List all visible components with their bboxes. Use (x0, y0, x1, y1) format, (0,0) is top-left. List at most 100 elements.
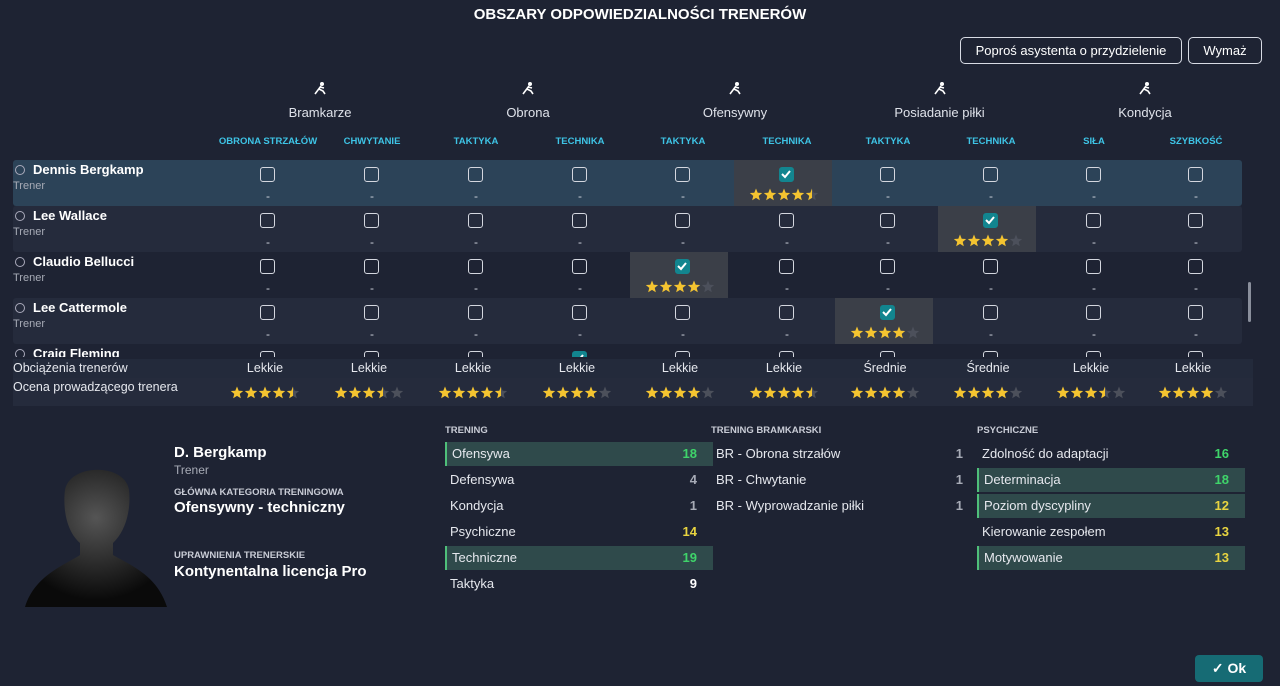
group-icon (728, 81, 742, 95)
checkbox[interactable] (364, 351, 379, 357)
checkbox[interactable] (260, 305, 275, 320)
coach-row[interactable] (13, 252, 1242, 298)
star (981, 234, 995, 247)
star (1056, 386, 1070, 399)
attribute-name: BR - Wyprowadzanie piłki (716, 498, 864, 513)
checkbox[interactable] (880, 305, 895, 320)
attribute-value: 14 (682, 524, 697, 539)
checkbox[interactable] (779, 167, 794, 182)
star (584, 386, 598, 399)
attribute-value: 1 (955, 446, 963, 461)
checkbox[interactable] (675, 213, 690, 228)
checkbox[interactable] (468, 213, 483, 228)
checkbox[interactable] (1086, 213, 1101, 228)
checkbox[interactable] (260, 213, 275, 228)
attribute-value: 16 (1214, 446, 1229, 461)
coach-row[interactable] (13, 344, 1242, 357)
checkbox[interactable] (572, 167, 587, 182)
checkbox[interactable] (1188, 213, 1203, 228)
checkbox[interactable] (675, 167, 690, 182)
checkbox[interactable] (572, 259, 587, 274)
checkbox[interactable] (675, 305, 690, 320)
ok-button[interactable]: ✓ Ok (1195, 655, 1263, 682)
coach-name: Claudio Bellucci (33, 254, 135, 269)
section-title: TRENING (445, 425, 488, 436)
checkbox[interactable] (1086, 167, 1101, 182)
star (556, 386, 570, 399)
license-label: UPRAWNIENIA TRENERSKIE (174, 550, 306, 561)
checkbox[interactable] (1188, 259, 1203, 274)
star (645, 386, 659, 399)
coach-icon (15, 257, 25, 267)
checkbox[interactable] (779, 213, 794, 228)
attribute-row: Taktyka 9 (445, 572, 713, 596)
checkbox[interactable] (779, 351, 794, 357)
star-rating (850, 386, 920, 399)
star-rating (334, 386, 404, 399)
empty-mark: - (886, 189, 890, 203)
star (1158, 386, 1172, 399)
checkbox[interactable] (880, 259, 895, 274)
star (878, 326, 892, 339)
checkbox[interactable] (880, 351, 895, 357)
star (1172, 386, 1186, 399)
checkbox[interactable] (1086, 351, 1101, 357)
checkbox[interactable] (468, 351, 483, 357)
checkbox[interactable] (1086, 259, 1101, 274)
checkbox[interactable] (572, 351, 587, 357)
star (1009, 234, 1023, 247)
attribute-name: Motywowanie (984, 550, 1063, 565)
checkbox[interactable] (572, 213, 587, 228)
attribute-row: Zdolność do adaptacji 16 (977, 442, 1245, 466)
assign-button[interactable]: Poproś asystenta o przydzielenie (960, 37, 1182, 64)
checkbox[interactable] (880, 167, 895, 182)
scrollbar[interactable] (1248, 282, 1251, 322)
avatar (25, 469, 167, 607)
checkbox[interactable] (260, 167, 275, 182)
checkbox[interactable] (983, 305, 998, 320)
checkbox[interactable] (779, 259, 794, 274)
checkbox[interactable] (364, 167, 379, 182)
checkbox[interactable] (260, 351, 275, 357)
checkbox[interactable] (468, 305, 483, 320)
checkbox[interactable] (983, 167, 998, 182)
checkbox[interactable] (880, 213, 895, 228)
checkbox[interactable] (1188, 351, 1203, 357)
star (362, 386, 376, 399)
attribute-name: BR - Obrona strzałów (716, 446, 841, 461)
star (673, 280, 687, 293)
checkbox[interactable] (983, 213, 998, 228)
attribute-value: 9 (689, 576, 697, 591)
coach-row[interactable] (13, 206, 1242, 252)
column-header: TAKTYKA (660, 136, 706, 147)
checkbox[interactable] (1086, 305, 1101, 320)
star-rating (230, 386, 300, 399)
empty-mark: - (886, 235, 890, 249)
coach-row[interactable] (13, 160, 1242, 206)
checkbox[interactable] (364, 305, 379, 320)
checkbox[interactable] (675, 351, 690, 357)
rating-row (13, 378, 1253, 406)
checkbox[interactable] (675, 259, 690, 274)
checkbox[interactable] (572, 305, 587, 320)
star (687, 386, 701, 399)
checkbox[interactable] (364, 213, 379, 228)
star-rating (645, 386, 715, 399)
checkbox[interactable] (364, 259, 379, 274)
star (598, 386, 612, 399)
checkbox[interactable] (1188, 167, 1203, 182)
checkbox[interactable] (260, 259, 275, 274)
checkbox[interactable] (1188, 305, 1203, 320)
checkbox[interactable] (983, 259, 998, 274)
star (1098, 386, 1112, 399)
checkbox[interactable] (468, 167, 483, 182)
attribute-row: Psychiczne 14 (445, 520, 713, 544)
checkbox[interactable] (779, 305, 794, 320)
group-header: Kondycja (1118, 105, 1172, 120)
checkbox[interactable] (468, 259, 483, 274)
checkbox[interactable] (983, 351, 998, 357)
coach-row[interactable] (13, 298, 1242, 344)
category-label: GŁÓWNA KATEGORIA TRENINGOWA (174, 487, 344, 498)
star (1214, 386, 1228, 399)
clear-button[interactable]: Wymaż (1188, 37, 1262, 64)
